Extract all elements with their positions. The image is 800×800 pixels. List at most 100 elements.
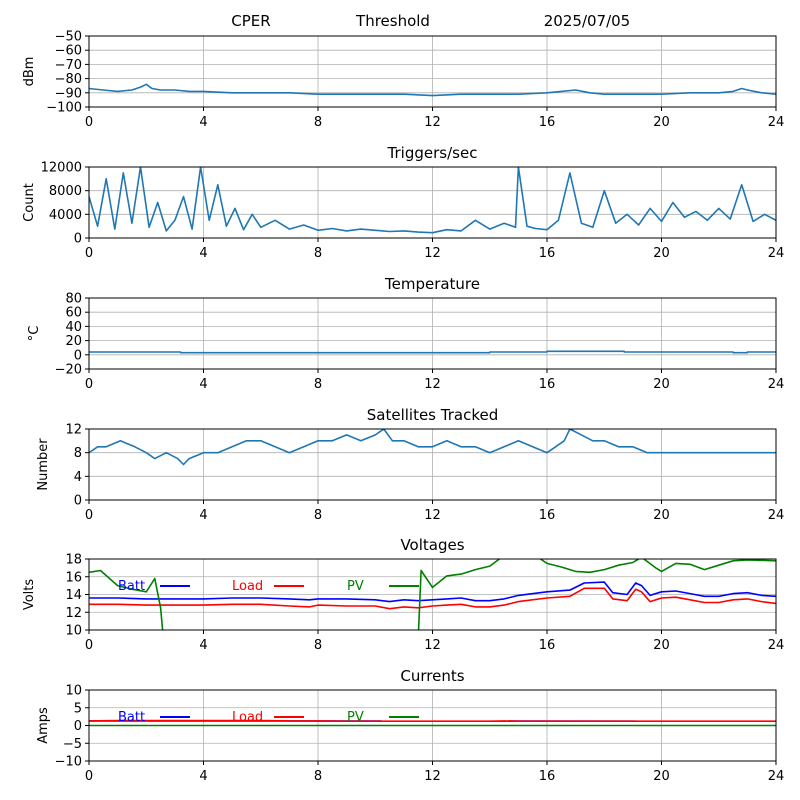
y-tick-label: 20	[65, 334, 82, 349]
y-axis-label: Amps	[36, 707, 51, 744]
series-group	[89, 719, 776, 727]
x-tick-label: 4	[199, 508, 207, 523]
x-tick-label: 20	[653, 508, 670, 523]
x-tick-label: 20	[653, 769, 670, 784]
panel-title: Voltages	[400, 536, 464, 554]
x-tick-label: 0	[85, 246, 93, 261]
x-tick-label: 20	[653, 377, 670, 392]
y-tick-label: −5	[63, 737, 82, 752]
triggers-panel: 0 4000 8000 12000 0 4 8 12 16 20 24 Count Triggers/s…	[22, 144, 784, 261]
y-axis-label: Count	[22, 183, 37, 222]
x-tick-label: 0	[85, 638, 93, 653]
x-tick-label: 0	[85, 115, 93, 130]
panel-title: Triggers/sec	[387, 144, 478, 162]
y-tick-label: −60	[55, 44, 82, 59]
series-group	[89, 83, 776, 97]
station-name: CPER	[231, 12, 270, 30]
y-tick-label: −100	[46, 101, 82, 116]
x-tick-label: 8	[314, 638, 322, 653]
panel-title: Temperature	[384, 275, 480, 293]
series-line-batt	[89, 581, 776, 603]
currents-panel: −10 −5 0 5 10 0 4 8 12 16 20 24 Amps Currents Batt Load…	[36, 667, 784, 784]
x-tick-label: 4	[199, 246, 207, 261]
x-tick-label: 4	[199, 377, 207, 392]
y-tick-label: 0	[74, 494, 82, 509]
y-axis-label: Number	[36, 438, 51, 491]
x-tick-label: 20	[653, 246, 670, 261]
series-line-0	[89, 350, 776, 354]
y-tick-label: −10	[55, 755, 82, 770]
voltages-panel: 10 12 14 16 18 0 4 8 12 16 20 24 Volts Voltages Batt Lo…	[22, 536, 784, 653]
x-tick-label: 24	[768, 508, 785, 523]
x-tick-label: 12	[424, 115, 441, 130]
y-tick-label: 12	[65, 606, 82, 621]
x-tick-label: 24	[768, 246, 785, 261]
y-tick-label: −20	[55, 363, 82, 378]
series-line-load	[89, 719, 776, 723]
y-tick-label: −50	[55, 30, 82, 45]
x-tick-label: 16	[539, 377, 556, 392]
x-tick-label: 4	[199, 638, 207, 653]
y-axis-label: dBm	[22, 57, 37, 87]
y-tick-label: −90	[55, 86, 82, 101]
y-tick-label: 0	[74, 719, 82, 734]
y-tick-label: 14	[65, 588, 82, 603]
y-tick-label: 16	[65, 570, 82, 585]
x-tick-label: 8	[314, 377, 322, 392]
x-tick-label: 20	[653, 638, 670, 653]
y-tick-label: 4000	[49, 208, 82, 223]
series-line-pv	[89, 559, 776, 630]
y-tick-label: 0	[74, 348, 82, 363]
x-tick-label: 0	[85, 769, 93, 784]
y-tick-label: −80	[55, 72, 82, 87]
x-tick-label: 12	[424, 246, 441, 261]
x-tick-label: 24	[768, 115, 785, 130]
legend-label-load: Load	[232, 579, 263, 594]
panel-title: Satellites Tracked	[367, 406, 498, 424]
x-tick-label: 4	[199, 115, 207, 130]
x-tick-label: 20	[653, 115, 670, 130]
x-tick-label: 12	[424, 769, 441, 784]
x-tick-label: 12	[424, 377, 441, 392]
chart-header: CPER Threshold 2025/07/05	[231, 12, 630, 30]
x-tick-label: 8	[314, 508, 322, 523]
mode-label: Threshold	[355, 12, 430, 30]
y-axis-label: °C	[27, 326, 42, 342]
panel-title: Currents	[400, 667, 464, 685]
x-tick-label: 4	[199, 769, 207, 784]
series-line-0	[89, 167, 776, 234]
x-tick-label: 24	[768, 638, 785, 653]
series-group	[89, 167, 776, 234]
series-line-0	[89, 83, 776, 97]
x-tick-label: 8	[314, 246, 322, 261]
y-tick-label: 60	[65, 306, 82, 321]
y-tick-label: 12	[65, 423, 82, 438]
x-tick-label: 16	[539, 246, 556, 261]
y-tick-label: 8000	[49, 184, 82, 199]
x-tick-label: 24	[768, 769, 785, 784]
legend-label-batt: Batt	[118, 710, 145, 725]
x-tick-label: 12	[424, 508, 441, 523]
y-tick-label: 8	[74, 446, 82, 461]
y-tick-label: 4	[74, 470, 82, 485]
y-axis-label: Volts	[22, 579, 37, 611]
series-line-0	[89, 429, 776, 466]
series-group	[89, 559, 776, 630]
y-tick-label: −70	[55, 58, 82, 73]
legend-label-batt: Batt	[118, 579, 145, 594]
satellites-panel: 0 4 8 12 0 4 8 12 16 20 24 Number Satellites Tracked	[36, 406, 784, 523]
x-tick-label: 12	[424, 638, 441, 653]
y-tick-label: 18	[65, 553, 82, 568]
x-tick-label: 16	[539, 638, 556, 653]
series-group	[89, 350, 776, 354]
y-tick-label: 10	[65, 684, 82, 699]
y-tick-label: 12000	[41, 161, 82, 176]
y-tick-label: 10	[65, 624, 82, 639]
legend-label-pv: PV	[347, 579, 364, 594]
date-label: 2025/07/05	[544, 12, 630, 30]
series-line-load	[89, 587, 776, 610]
y-tick-label: 5	[74, 701, 82, 716]
x-tick-label: 0	[85, 377, 93, 392]
